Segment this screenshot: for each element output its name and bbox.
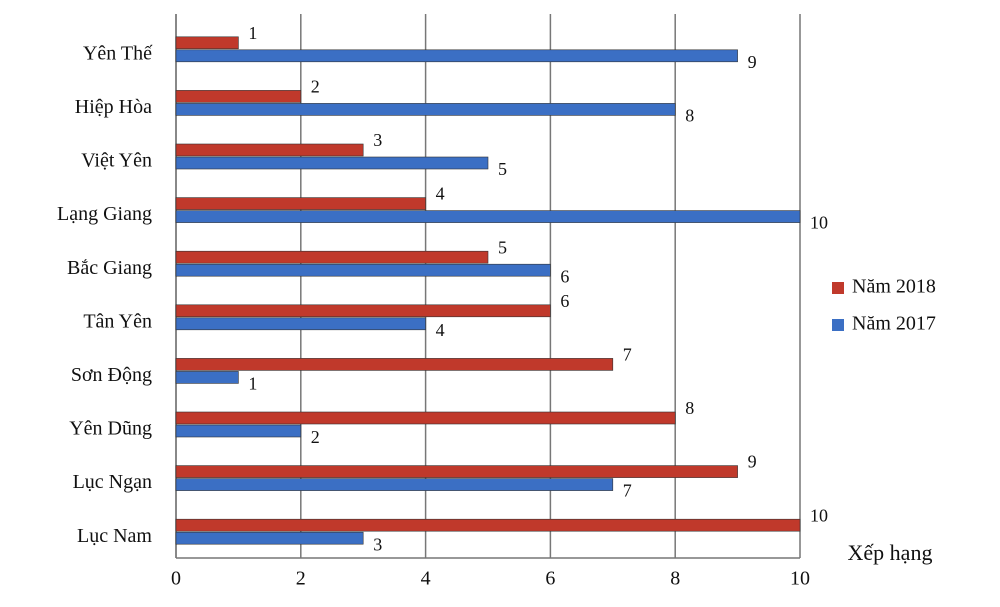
- data-label: 7: [623, 345, 632, 365]
- bar: [175, 531, 364, 545]
- x-tick-label: 0: [171, 568, 181, 590]
- x-axis-label: Xếp hạng: [848, 540, 933, 565]
- data-label: 9: [748, 52, 757, 72]
- y-tick-label: Sơn Động: [71, 364, 152, 386]
- bar: [175, 478, 614, 491]
- y-tick-label: Tân Yên: [83, 310, 152, 332]
- y-tick-label: Yên Thế: [83, 42, 153, 64]
- bar: [175, 411, 676, 425]
- data-label: 4: [436, 184, 445, 204]
- bar: [175, 263, 551, 277]
- data-label: 2: [311, 77, 320, 97]
- legend-label: Năm 2017: [852, 313, 936, 335]
- y-tick-label: Lục Nam: [77, 525, 152, 547]
- data-label: 10: [810, 505, 828, 525]
- bar: [175, 304, 551, 318]
- data-label: 2: [311, 427, 320, 447]
- bar: [175, 358, 614, 371]
- bar: [175, 90, 302, 103]
- legend-label: Năm 2018: [852, 276, 936, 298]
- bar: [175, 49, 738, 63]
- data-label: 8: [685, 106, 694, 126]
- bar: [175, 197, 426, 210]
- data-label: 6: [560, 291, 569, 311]
- data-label: 5: [498, 159, 507, 179]
- data-label: 8: [685, 398, 694, 418]
- data-label: 6: [560, 266, 569, 286]
- y-tick-label: Lục Ngạn: [73, 471, 152, 493]
- bar: [175, 424, 302, 438]
- bar: [175, 210, 801, 223]
- bar: [175, 371, 239, 384]
- bar: [175, 156, 489, 170]
- y-tick-label: Hiệp Hòa: [75, 96, 152, 118]
- data-label: 7: [623, 481, 632, 501]
- bar: [175, 250, 489, 264]
- bar: [175, 518, 801, 532]
- y-tick-label: Lạng Giang: [57, 203, 152, 225]
- data-label: 4: [436, 320, 445, 340]
- data-label: 9: [748, 452, 757, 472]
- bar: [175, 36, 239, 50]
- bar: [175, 143, 364, 157]
- y-tick-label: Yên Dũng: [69, 418, 152, 440]
- data-label: 1: [248, 374, 257, 394]
- data-label: 1: [248, 23, 257, 43]
- data-label: 10: [810, 213, 828, 233]
- data-label: 3: [373, 130, 382, 150]
- x-tick-label: 6: [545, 568, 555, 590]
- bar: [175, 317, 426, 331]
- data-label: 3: [373, 534, 382, 554]
- x-tick-label: 10: [790, 568, 810, 590]
- y-tick-label: Bắc Giang: [67, 257, 152, 279]
- legend-swatch: [832, 282, 844, 294]
- bar: [175, 465, 738, 478]
- data-label: 5: [498, 237, 507, 257]
- bar: [175, 103, 676, 116]
- y-tick-label: Việt Yên: [81, 150, 152, 172]
- x-tick-label: 8: [670, 568, 680, 590]
- x-tick-label: 4: [421, 568, 431, 590]
- x-tick-label: 2: [296, 568, 306, 590]
- legend-swatch: [832, 319, 844, 331]
